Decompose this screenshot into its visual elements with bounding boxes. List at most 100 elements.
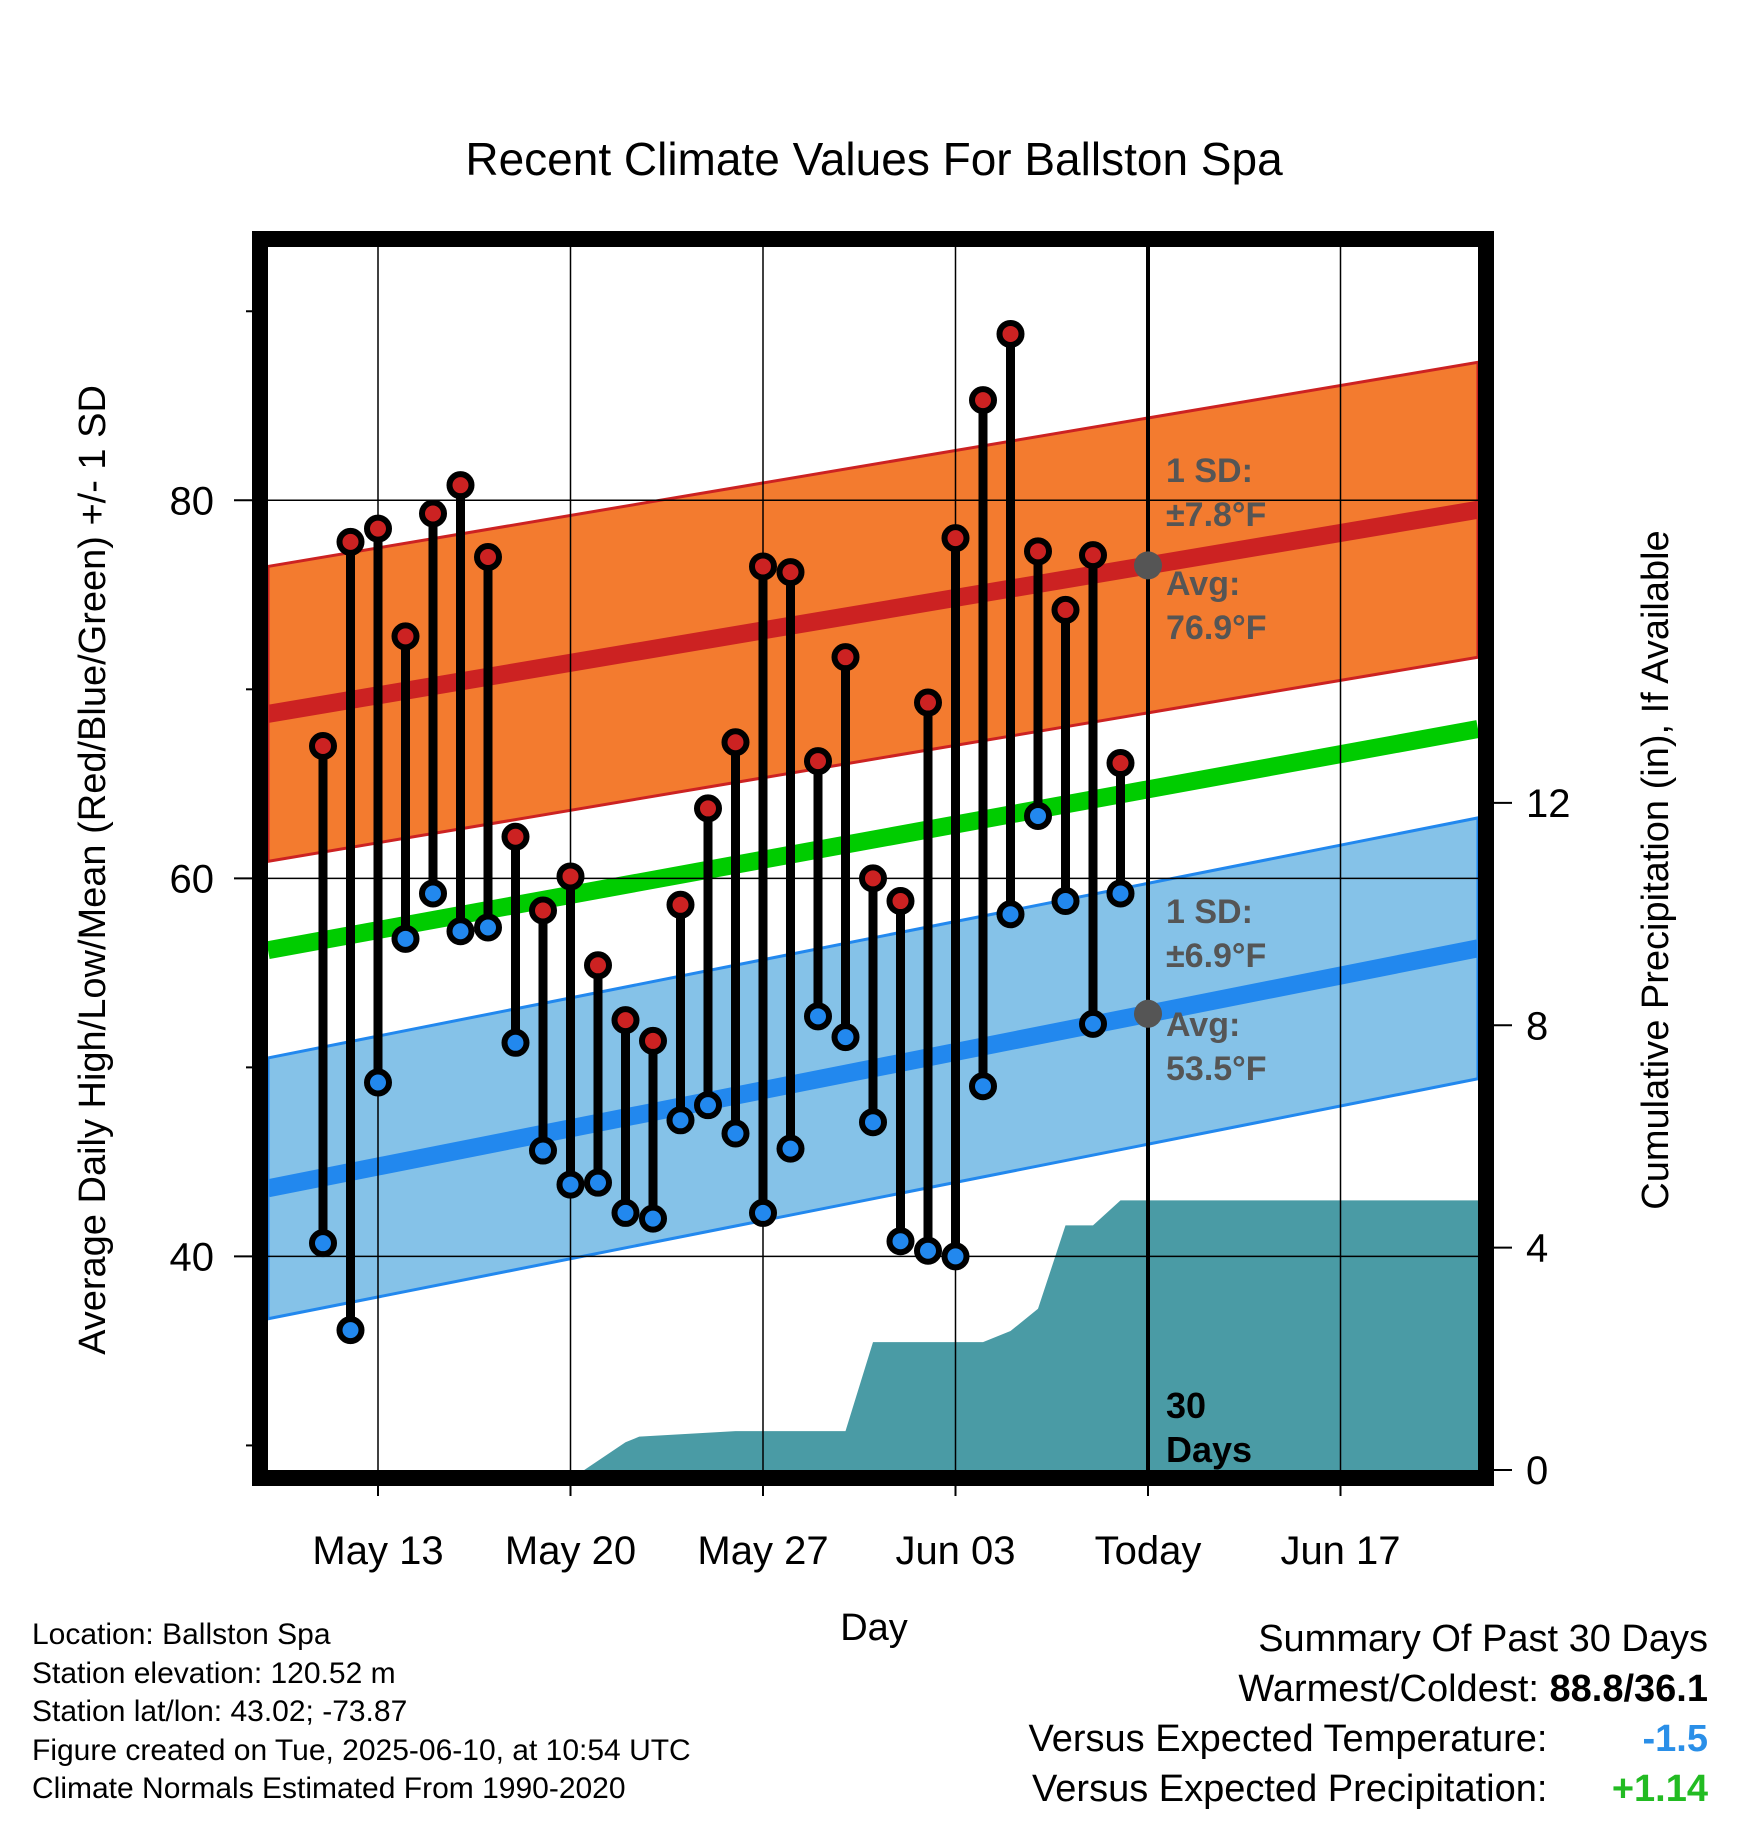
low-point <box>419 879 447 908</box>
low-sd-value: ±6.9°F <box>1166 937 1266 975</box>
high-point <box>419 499 447 528</box>
temp-value: -1.5 <box>1642 1718 1708 1760</box>
low-point <box>694 1091 722 1120</box>
y2-tick-label: 4 <box>1526 1227 1548 1271</box>
low-point <box>584 1168 612 1197</box>
low-point <box>831 1023 860 1052</box>
high-sd-label: 1 SD: <box>1166 452 1253 490</box>
days-label-number: 30 <box>1166 1385 1206 1426</box>
low-point <box>666 1106 695 1135</box>
low-point <box>336 1316 365 1345</box>
low-point <box>886 1227 915 1256</box>
high-sd-value: ±7.8°F <box>1166 496 1266 534</box>
low-point <box>859 1108 887 1137</box>
high-point <box>1051 595 1080 624</box>
high-point <box>694 794 722 823</box>
low-point <box>556 1170 585 1199</box>
high-point <box>584 951 612 980</box>
high-avg-value: 76.9°F <box>1166 609 1267 647</box>
station-info: Location: Ballston Spa Station elevation… <box>32 1616 691 1809</box>
warm-cold-value: 88.8/36.1 <box>1549 1668 1708 1710</box>
high-point <box>474 543 502 572</box>
high-point <box>1079 541 1107 570</box>
high-point <box>446 471 475 500</box>
high-avg-line <box>266 500 1480 723</box>
latlon-text: Station lat/lon: 43.02; -73.87 <box>32 1695 408 1728</box>
temp-row: Versus Expected Temperature: -1.5 <box>1029 1714 1708 1764</box>
high-point <box>639 1026 667 1055</box>
mean-avg-line <box>266 720 1480 960</box>
y2-tick-label: 12 <box>1526 782 1571 826</box>
low-point <box>611 1198 640 1227</box>
low-point <box>446 917 475 946</box>
high-point <box>666 890 695 919</box>
high-point <box>1106 749 1135 778</box>
high-point <box>336 527 365 556</box>
y-axis-label: Average Daily High/Low/Mean (Red/Blue/Gr… <box>72 385 114 1355</box>
days-label-text: Days <box>1166 1429 1252 1470</box>
y2-tick-label: 8 <box>1526 1004 1548 1048</box>
low-point <box>1106 879 1135 908</box>
summary-panel: Summary Of Past 30 Days Warmest/Coldest:… <box>1029 1614 1708 1814</box>
low-point <box>996 900 1025 929</box>
low-point <box>804 1002 832 1031</box>
low-point <box>474 913 502 942</box>
y-tick-label: 40 <box>170 1235 215 1279</box>
low-point <box>721 1119 750 1148</box>
y2-tick-label: 0 <box>1526 1449 1548 1493</box>
x-tick-label: May 27 <box>697 1529 828 1573</box>
high-point <box>886 887 915 916</box>
high-point <box>749 552 777 581</box>
low-avg-value: 53.5°F <box>1166 1050 1267 1088</box>
high-point <box>941 524 970 553</box>
elevation-text: Station elevation: 120.52 m <box>32 1656 396 1690</box>
high-point <box>914 688 942 717</box>
warm-cold-row: Warmest/Coldest: 88.8/36.1 <box>1029 1664 1708 1714</box>
low-point <box>391 924 420 953</box>
x-tick-label: May 20 <box>505 1529 636 1573</box>
low-point <box>749 1198 777 1227</box>
high-point <box>859 864 887 893</box>
low-point <box>501 1028 530 1057</box>
low-point <box>776 1134 805 1163</box>
low-point <box>529 1136 557 1165</box>
high-point <box>969 386 997 415</box>
low-point <box>1079 1009 1107 1038</box>
low-point <box>969 1072 997 1101</box>
low-point <box>1024 801 1052 830</box>
x-tick-label: Today <box>1095 1529 1202 1573</box>
x-tick-label: Jun 03 <box>895 1529 1015 1573</box>
high-point <box>364 514 392 543</box>
plot-frame <box>252 231 1494 1486</box>
high-avg-label: Avg: <box>1166 565 1240 603</box>
low-point <box>1051 887 1080 916</box>
high-point <box>391 622 420 651</box>
plot-area: 1 SD: ±7.8°F Avg: 76.9°F 1 SD: ±6.9°F Avg: 53.5… <box>170 231 1571 1573</box>
low-point <box>639 1204 667 1233</box>
precip-label: Versus Expected Precipitation: <box>1032 1768 1548 1810</box>
high-point <box>831 643 860 672</box>
x-tick-label: May 13 <box>312 1529 443 1573</box>
low-avg-label: Avg: <box>1166 1006 1240 1044</box>
precipitation-area <box>584 1200 1478 1470</box>
summary-title: Summary Of Past 30 Days <box>1258 1618 1708 1660</box>
chart-title: Recent Climate Values For Ballston Spa <box>465 133 1283 185</box>
high-point <box>776 558 805 587</box>
high-point <box>556 862 585 891</box>
high-point <box>996 319 1025 348</box>
high-point <box>721 728 750 757</box>
low-sd-label: 1 SD: <box>1166 893 1253 931</box>
low-point <box>941 1242 970 1271</box>
high-point <box>529 896 557 925</box>
low-point <box>914 1236 942 1265</box>
precip-value: +1.14 <box>1611 1768 1708 1810</box>
high-point <box>1024 537 1052 566</box>
y-tick-label: 60 <box>170 857 215 901</box>
y2-axis-label: Cumulative Precipitation (in), If Availa… <box>1635 530 1677 1209</box>
x-axis-label: Day <box>840 1607 908 1649</box>
high-point <box>804 747 832 776</box>
low-point <box>309 1229 337 1258</box>
high-point <box>309 732 337 761</box>
warm-cold-label: Warmest/Coldest: <box>1238 1668 1539 1710</box>
